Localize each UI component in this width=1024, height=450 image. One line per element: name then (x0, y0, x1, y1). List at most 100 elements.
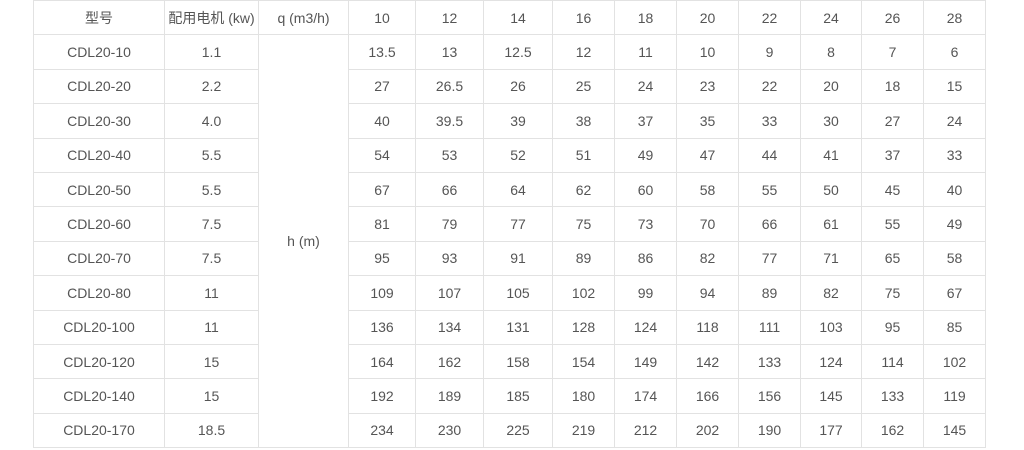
head-value-cell: 58 (923, 240, 986, 277)
head-value-cell: 35 (676, 103, 739, 139)
head-value-cell: 64 (483, 171, 553, 208)
head-value-cell: 219 (552, 412, 615, 449)
head-value-cell: 162 (415, 343, 484, 380)
table-row: CDL20-120 15 164 162 158 154 149 142 133 124 114 10… (33, 343, 986, 380)
model-cell: CDL20-20 (33, 68, 165, 105)
head-value-cell: 8 (800, 34, 862, 70)
motor-cell: 5.5 (164, 137, 259, 173)
table-row: CDL20-60 7.5 81 79 77 75 73 70 66 61 55 49 (33, 206, 986, 242)
table-row: CDL20-40 5.5 54 53 52 51 49 47 44 41 37 33 (33, 137, 986, 173)
head-value-cell: 99 (614, 275, 677, 311)
head-value-cell: 62 (552, 171, 615, 208)
motor-cell: 11 (164, 275, 259, 311)
header-flow-value: 26 (861, 0, 924, 36)
head-value-cell: 225 (483, 412, 553, 449)
head-value-cell: 65 (861, 240, 924, 277)
header-flow-value: 28 (923, 0, 986, 36)
head-value-cell: 89 (738, 275, 801, 311)
head-value-cell: 89 (552, 240, 615, 277)
header-flow-value: 22 (738, 0, 801, 36)
head-value-cell: 185 (483, 378, 553, 414)
head-value-cell: 66 (415, 171, 484, 208)
head-value-cell: 79 (415, 206, 484, 242)
head-value-cell: 192 (348, 378, 416, 414)
header-flow: q (m3/h) (258, 0, 349, 36)
head-value-cell: 71 (800, 240, 862, 277)
head-value-cell: 33 (923, 137, 986, 173)
head-value-cell: 145 (923, 412, 986, 449)
head-value-cell: 136 (348, 309, 416, 345)
head-value-cell: 174 (614, 378, 677, 414)
head-value-cell: 91 (483, 240, 553, 277)
model-cell: CDL20-10 (33, 34, 165, 70)
head-value-cell: 38 (552, 103, 615, 139)
header-flow-value: 10 (348, 0, 416, 36)
table-row: CDL20-30 4.0 40 39.5 39 38 37 35 33 30 27 24 (33, 103, 986, 139)
model-cell: CDL20-60 (33, 206, 165, 242)
head-value-cell: 50 (800, 171, 862, 208)
head-value-cell: 202 (676, 412, 739, 449)
head-value-cell: 70 (676, 206, 739, 242)
motor-cell: 2.2 (164, 68, 259, 105)
head-value-cell: 77 (738, 240, 801, 277)
head-value-cell: 60 (614, 171, 677, 208)
head-value-cell: 6 (923, 34, 986, 70)
head-value-cell: 180 (552, 378, 615, 414)
header-flow-value: 12 (415, 0, 484, 36)
head-value-cell: 158 (483, 343, 553, 380)
head-value-cell: 53 (415, 137, 484, 173)
head-value-cell: 25 (552, 68, 615, 105)
head-value-cell: 13.5 (348, 34, 416, 70)
head-value-cell: 134 (415, 309, 484, 345)
head-value-cell: 124 (614, 309, 677, 345)
head-value-cell: 95 (861, 309, 924, 345)
head-value-cell: 49 (614, 137, 677, 173)
header-flow-value: 14 (483, 0, 553, 36)
head-value-cell: 145 (800, 378, 862, 414)
head-value-cell: 234 (348, 412, 416, 449)
head-value-cell: 190 (738, 412, 801, 449)
head-value-cell: 111 (738, 309, 801, 345)
header-flow-value: 24 (800, 0, 862, 36)
head-value-cell: 20 (800, 68, 862, 105)
head-value-cell: 26 (483, 68, 553, 105)
head-value-cell: 85 (923, 309, 986, 345)
motor-cell: 1.1 (164, 34, 259, 70)
head-value-cell: 24 (614, 68, 677, 105)
head-value-cell: 118 (676, 309, 739, 345)
head-value-cell: 95 (348, 240, 416, 277)
header-flow-value: 20 (676, 0, 739, 36)
head-value-cell: 166 (676, 378, 739, 414)
head-value-cell: 75 (861, 275, 924, 311)
head-value-cell: 54 (348, 137, 416, 173)
head-value-cell: 55 (738, 171, 801, 208)
model-cell: CDL20-50 (33, 171, 165, 208)
head-value-cell: 27 (348, 68, 416, 105)
head-value-cell: 27 (861, 103, 924, 139)
head-value-cell: 58 (676, 171, 739, 208)
head-value-cell: 189 (415, 378, 484, 414)
head-value-cell: 102 (923, 343, 986, 380)
head-value-cell: 67 (348, 171, 416, 208)
head-value-cell: 230 (415, 412, 484, 449)
table-row: CDL20-50 5.5 67 66 64 62 60 58 55 50 45 40 (33, 171, 986, 208)
head-value-cell: 10 (676, 34, 739, 70)
model-cell: CDL20-120 (33, 343, 165, 380)
head-value-cell: 12.5 (483, 34, 553, 70)
model-cell: CDL20-70 (33, 240, 165, 277)
header-model: 型号 (33, 0, 165, 36)
header-flow-value: 18 (614, 0, 677, 36)
head-value-cell: 24 (923, 103, 986, 139)
head-value-cell: 149 (614, 343, 677, 380)
head-value-cell: 39.5 (415, 103, 484, 139)
head-value-cell: 105 (483, 275, 553, 311)
head-value-cell: 75 (552, 206, 615, 242)
head-value-cell: 128 (552, 309, 615, 345)
head-value-cell: 177 (800, 412, 862, 449)
head-value-cell: 82 (676, 240, 739, 277)
head-value-cell: 37 (861, 137, 924, 173)
motor-cell: 18.5 (164, 412, 259, 449)
motor-cell: 7.5 (164, 206, 259, 242)
table-body: 型号 配用电机 (kw) q (m3/h) 10 12 14 16 18 20 22 24 26 28 C… (33, 0, 986, 449)
head-value-cell: 102 (552, 275, 615, 311)
